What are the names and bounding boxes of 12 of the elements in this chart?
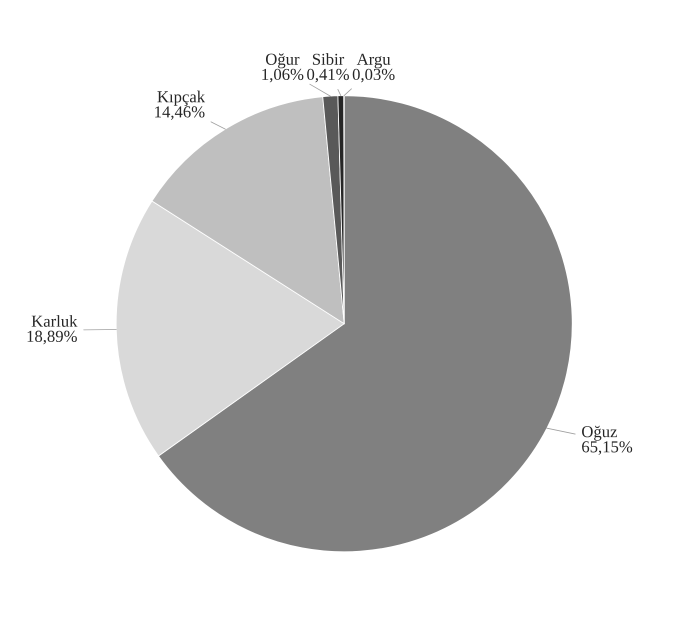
slice-label: Sibir: [312, 53, 344, 65]
data-label: 1,06%: [262, 68, 304, 82]
slice-label: Karluk: [32, 315, 78, 327]
data-label: 18,89%: [28, 330, 77, 344]
slice-label: Oğur: [266, 53, 300, 68]
slice-label: Kıpçak: [157, 90, 206, 106]
slice-label: Argu: [356, 54, 390, 68]
data-label: 14,46%: [155, 106, 205, 120]
data-label: 65,15%: [582, 441, 632, 455]
slice-label: Oğuz: [582, 426, 617, 441]
data-label: 0,41%: [307, 68, 349, 82]
data-label: 0,03%: [352, 68, 395, 82]
